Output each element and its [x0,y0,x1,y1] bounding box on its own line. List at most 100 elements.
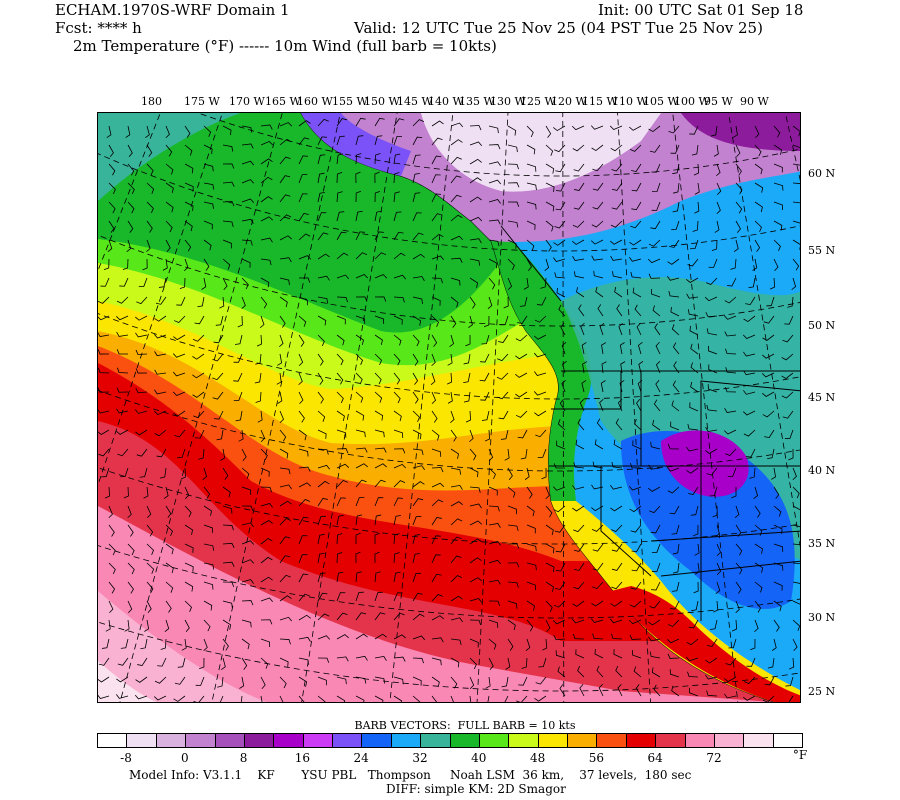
longitude-label: 170 W [229,95,265,108]
wind-barb [336,118,348,127]
longitude-label: 100 W [674,95,710,108]
wind-barb [686,293,699,299]
latitude-label: 30 N [808,611,836,624]
wind-barb [488,600,501,606]
meridian-line [562,100,565,800]
wind-barb [260,676,266,690]
wind-barb [374,117,385,127]
wind-barb [742,410,756,416]
wind-barb [763,315,775,324]
wind-barb [317,275,330,281]
wind-barb [754,524,763,536]
wind-barb [577,418,585,431]
wind-barb [355,532,361,545]
wind-barb [469,158,482,165]
wind-barb [629,600,642,608]
wind-barb [146,163,154,176]
wind-barb [298,554,308,564]
wind-barb [687,258,699,267]
wind-barb [98,657,110,666]
wind-barb [97,332,110,337]
wind-barb [533,391,547,396]
wind-barb [260,140,274,146]
wind-barb [620,361,626,374]
wind-barb [222,524,234,531]
wind-barb [542,638,548,651]
wind-barb [179,277,186,289]
longitude-label: 180 [141,95,162,108]
wind-barb [743,351,756,357]
wind-barb [119,277,129,287]
latitude-label: 25 N [808,685,836,698]
wind-barb [545,239,552,252]
wind-barb [469,177,482,184]
wind-barb [412,635,426,641]
wind-barb [108,562,116,575]
wind-barb [469,448,477,461]
wind-barb [431,573,442,583]
wind-barb [279,156,291,165]
wind-barb [634,418,642,431]
wind-barb [184,144,193,156]
wind-barb [279,296,288,308]
wind-barb [691,144,699,156]
wind-barb [431,315,439,328]
wind-barb [648,273,661,279]
wind-barb [559,684,566,697]
wind-barb [393,533,400,545]
wind-barb [222,467,229,480]
wind-barb [791,277,797,291]
wind-barb [165,581,174,593]
wind-barb [792,486,800,499]
wind-barb [136,448,148,457]
wind-barb [374,135,383,146]
wind-barb [298,155,308,165]
wind-barb [96,315,110,321]
wind-barb [202,467,208,481]
wind-barb [374,372,382,385]
wind-barb [412,572,421,583]
wind-barb [591,255,604,261]
wind-barb [222,125,232,136]
wind-barb [648,464,661,470]
wind-barb [255,353,262,365]
wind-barb [374,633,387,640]
wind-barb [97,694,110,699]
wind-barb [628,619,642,625]
wind-barb [355,315,366,324]
wind-barb [298,391,304,405]
wind-barb [374,463,387,469]
wind-barb [581,380,587,393]
wind-barb [545,619,551,633]
wind-barb [374,676,386,684]
wind-barb [743,315,756,323]
wind-barb [485,676,491,689]
wind-barb [317,253,330,260]
meridian-line [109,64,296,741]
wind-barb [146,239,151,253]
longitude-label: 105 W [643,95,679,108]
meridian-line [288,88,402,780]
temp-band-light-pink [98,591,271,704]
wind-barb [507,277,513,291]
wind-barb [496,372,509,380]
meridian-line [198,77,349,763]
wind-barb [317,296,329,304]
wind-barb [317,464,331,470]
wind-barb [507,562,520,568]
wind-barb [355,171,361,184]
wind-barb [172,353,186,358]
wind-barb [203,562,215,570]
wind-barb [450,536,462,545]
wind-barb [431,255,445,261]
wind-barb [374,353,382,366]
wind-barb [480,391,490,401]
wind-barb [160,638,167,650]
wind-barb [592,201,604,210]
wind-barb [655,360,661,374]
forecast-hour: Fcst: **** h [55,19,142,37]
wind-barb [241,125,253,133]
wind-barb [733,239,739,252]
wind-barb [317,552,325,564]
colorbar-tick-label: -8 [120,751,132,765]
